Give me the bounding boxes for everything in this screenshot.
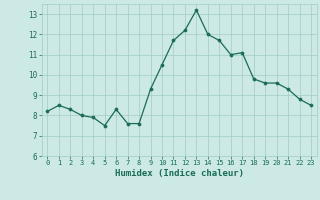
X-axis label: Humidex (Indice chaleur): Humidex (Indice chaleur) [115,169,244,178]
